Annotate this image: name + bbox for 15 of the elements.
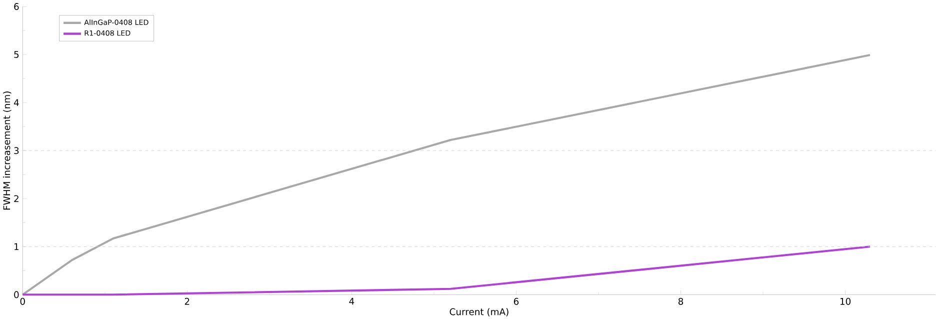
- y-tick-label: 5: [14, 50, 19, 58]
- x-tick-label: 2: [184, 298, 190, 305]
- x-tick-label: 0: [20, 298, 25, 305]
- x-tick-label: 6: [514, 298, 519, 305]
- y-tick-label: 4: [14, 99, 19, 106]
- x-tick-label: 8: [678, 298, 684, 305]
- y-tick-label: 1: [14, 243, 19, 250]
- x-tick-label: 10: [840, 298, 851, 305]
- x-tick-label: 4: [349, 298, 354, 304]
- y-tick-label: 6: [14, 2, 19, 10]
- y-tick-label: 3: [14, 146, 19, 154]
- y-axis-title: FWHM increasement (nm): [3, 91, 12, 210]
- y-tick-label: 0: [14, 290, 19, 298]
- x-axis-title: Current (mA): [450, 308, 508, 316]
- y-tick-label: 2: [14, 195, 18, 202]
